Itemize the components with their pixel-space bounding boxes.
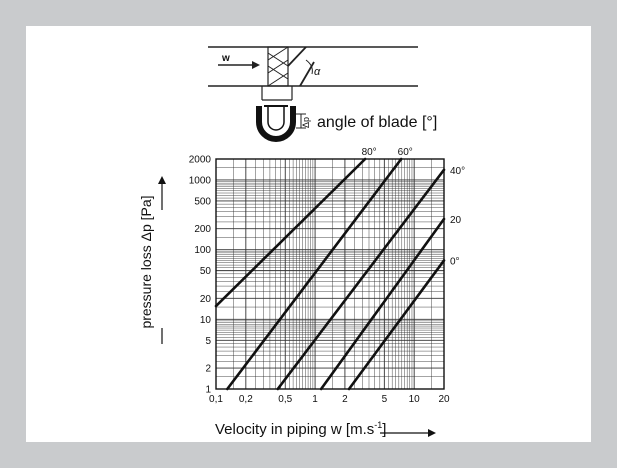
blade-angle-label: angle of blade [°]: [317, 114, 438, 131]
angle-symbol: α: [314, 66, 321, 78]
y-tick-label: 5: [205, 336, 211, 347]
y-tick-label: 200: [194, 224, 211, 235]
x-tick-label: 0,1: [209, 394, 223, 405]
x-axis-label-exponent: -1: [374, 420, 383, 430]
y-tick-label: 1000: [189, 175, 212, 186]
series-line-40: [276, 168, 446, 391]
series-label: 20: [450, 215, 462, 226]
x-tick-label: 1: [312, 394, 318, 405]
y-tick-label: 20: [200, 294, 212, 305]
y-tick-label: 2000: [189, 155, 212, 166]
y-tick-label: 500: [194, 196, 211, 207]
y-tick-label: 1: [205, 385, 211, 396]
flow-arrowhead: [252, 61, 260, 69]
y-tick-label: 2: [205, 364, 211, 375]
x-axis-label: Velocity in piping w [m.s-1]: [215, 420, 386, 438]
series-label: 0°: [450, 256, 460, 267]
plot-frame: [215, 158, 445, 390]
x-tick-label: 20: [438, 394, 450, 405]
y-tick-label: 10: [200, 315, 212, 326]
y-tick-label: 50: [200, 266, 212, 277]
series-line-60: [225, 157, 403, 391]
flow-symbol: w: [221, 53, 230, 64]
figure-panel: [26, 26, 591, 442]
chart-series: 80° 60° 40° 20 0°: [214, 147, 465, 391]
y-tick-label: 100: [194, 245, 211, 256]
x-tick-label: 10: [409, 394, 421, 405]
series-line-80: [214, 157, 367, 308]
x-tick-label: 2: [342, 394, 348, 405]
u-tube-manometer: [256, 106, 296, 142]
x-axis-label-main: Velocity in piping w [m.s: [215, 421, 375, 438]
series-line-0: [347, 259, 446, 391]
x-tick-label: 0,5: [278, 394, 292, 405]
series-line-20: [319, 217, 446, 391]
damper-blade: [287, 46, 307, 67]
series-label: 40°: [450, 166, 465, 177]
angle-arc: [305, 59, 313, 75]
series-label: 60°: [398, 147, 413, 158]
x-tick-label: 0,2: [239, 394, 253, 405]
chart-ticks: 0,1 0,2 0,5 1 2 5 10 20 1 2 5 10 20 50 100 200 500 1000 20…: [189, 155, 450, 406]
x-tick-label: 5: [382, 394, 388, 405]
series-label: 80°: [362, 147, 377, 158]
dp-symbol: Δp: [301, 117, 311, 128]
x-axis-label-end: ]: [382, 421, 387, 438]
